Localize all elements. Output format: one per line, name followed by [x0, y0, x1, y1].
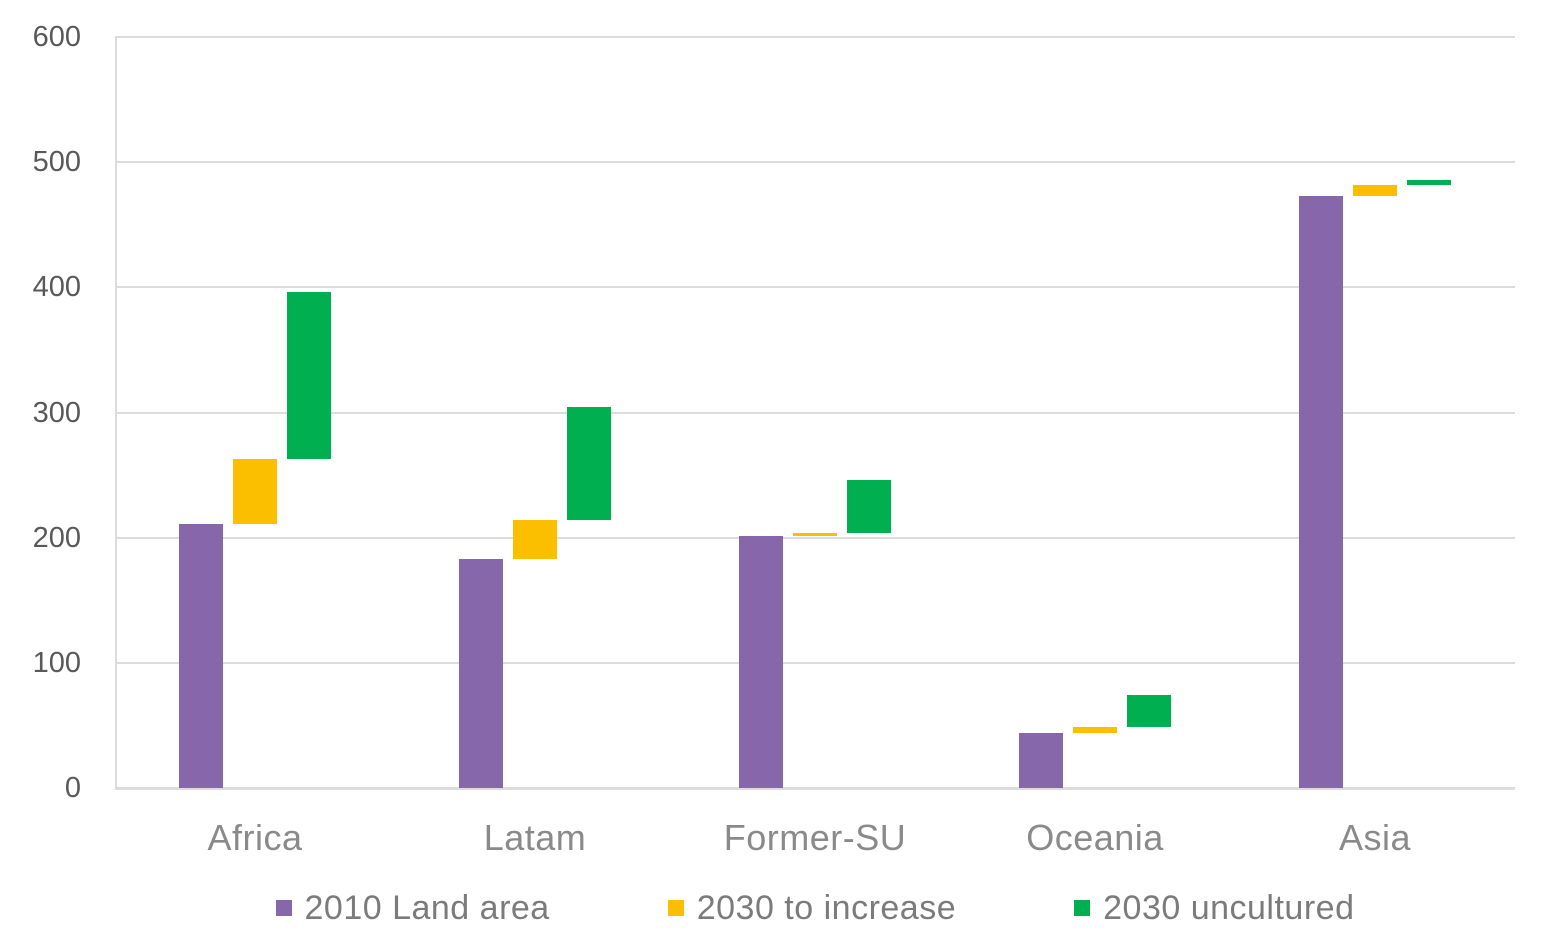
plot-area [115, 36, 1515, 790]
bar-segment [847, 480, 891, 533]
x-category-label: Former-SU [723, 817, 907, 858]
bar-segment [1073, 726, 1117, 733]
gridline [115, 661, 1515, 664]
bar-segment [459, 558, 503, 788]
y-tick-label: 100 [32, 646, 81, 679]
y-tick-label: 200 [32, 521, 81, 554]
bar-segment [793, 532, 837, 537]
bar-segment [739, 536, 783, 788]
y-tick-label: 0 [64, 772, 81, 804]
gridline [115, 286, 1515, 289]
legend-color-swatch [1074, 900, 1091, 916]
x-axis-line [115, 787, 1515, 790]
y-tick-label: 400 [32, 271, 81, 304]
legend-label: 2010 Land area [304, 888, 550, 927]
legend-item: 2010 Land area [275, 888, 550, 928]
x-category-label: Oceania [1026, 817, 1164, 858]
x-category-label: Africa [207, 817, 303, 858]
bar-segment [1353, 184, 1397, 196]
y-tick-label: 600 [32, 21, 81, 53]
legend-color-swatch [667, 900, 684, 916]
gridline [115, 36, 1515, 38]
x-category-label: Asia [1338, 817, 1412, 858]
legend: 2010 Land area 2030 to increase 2030 uncul… [115, 884, 1515, 932]
gridline [115, 161, 1515, 164]
x-category-label: Latam [483, 817, 587, 858]
y-tick-label: 300 [32, 396, 81, 429]
bar-segment [179, 523, 223, 788]
legend-color-swatch [275, 900, 292, 916]
bar-segment [287, 292, 331, 459]
bar-segment [1127, 695, 1171, 727]
bar-segment [567, 407, 611, 521]
bar-segment [1019, 732, 1063, 788]
gridline [115, 536, 1515, 539]
legend-label: 2030 to increase [696, 888, 957, 927]
gridline [115, 411, 1515, 414]
y-tick-label: 500 [32, 146, 81, 179]
bar-segment [1407, 179, 1451, 185]
bar-segment [233, 458, 277, 524]
legend-item: 2030 to increase [667, 888, 957, 928]
bar-segment [1299, 195, 1343, 788]
bar-segment [513, 520, 557, 559]
legend-item: 2030 uncultured [1074, 889, 1354, 928]
legend-label: 2030 uncultured [1103, 888, 1355, 927]
